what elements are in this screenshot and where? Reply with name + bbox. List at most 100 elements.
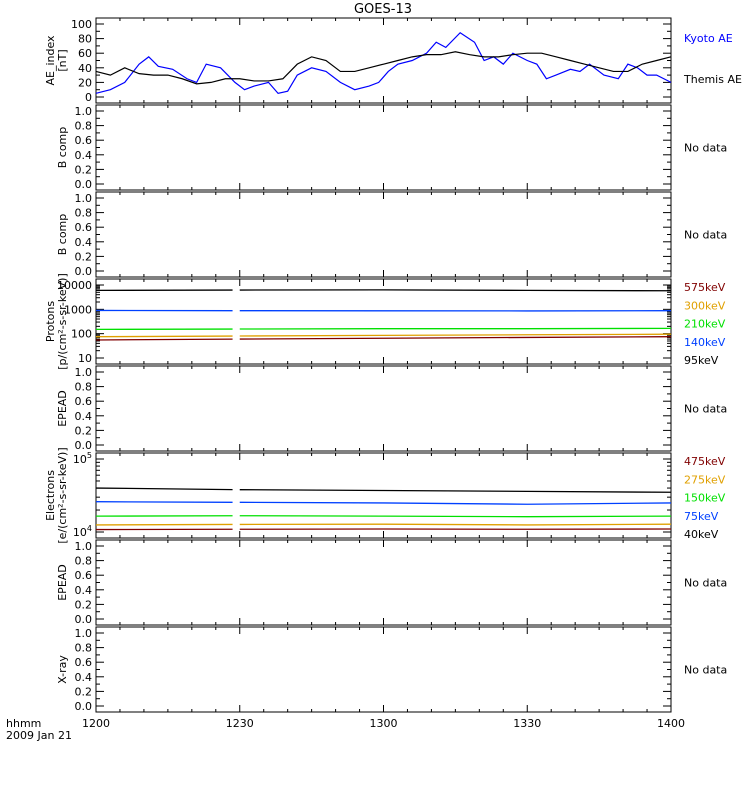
y-axis-label: X-ray (56, 655, 69, 684)
y-tick-label: 0.2 (75, 424, 93, 437)
legend-label: 75keV (684, 510, 719, 523)
y-tick-label: 104 (73, 524, 92, 539)
series-line-210kev (239, 327, 672, 330)
y-tick-label: 0.6 (75, 221, 93, 234)
y-tick-label: 0.4 (75, 149, 93, 162)
y-tick-label: 0.8 (75, 642, 93, 655)
panel-frame (95, 104, 672, 191)
no-data-note: No data (684, 664, 727, 677)
y-tick-label: 80 (78, 33, 92, 46)
panel-6: 104 105 Electrons[e/(cm²-s-sr-keV)] 475keV 2… (44, 447, 726, 543)
series-line-575kev (239, 336, 672, 340)
y-tick-label: 0.2 (75, 598, 93, 611)
legend-label: 140keV (684, 336, 726, 349)
no-data-note: No data (684, 229, 727, 242)
y-tick-label: 1.0 (75, 192, 93, 205)
panel-5: 0.0 0.20.4 0.60.8 1.0 EPEAD No data (56, 365, 727, 452)
y-tick-label: 0.4 (75, 584, 93, 597)
legend-label: 210keV (684, 318, 726, 331)
legend-label: 40keV (684, 528, 719, 541)
panel-2: 0.0 0.20.4 0.60.8 1.0 B comp No data (56, 104, 727, 191)
panel-frame (95, 626, 672, 713)
legend-label: 475keV (684, 455, 726, 468)
y-tick-label: 105 (73, 451, 92, 466)
y-axis-label: B comp (56, 214, 69, 256)
y-tick-label: 0.8 (75, 207, 93, 220)
y-axis-label: B comp (56, 127, 69, 169)
series-line-300kev (239, 333, 672, 337)
y-tick-label: 0 (85, 91, 92, 104)
y-tick-label: 1.0 (75, 627, 93, 640)
legend-label: 95keV (684, 354, 719, 367)
y-tick-label: 100 (71, 328, 92, 341)
panel-8: 0.0 0.20.4 0.60.8 1.0 X-ray No data (56, 626, 727, 713)
date-label: 2009 Jan 21 (6, 729, 72, 742)
y-tick-label: 0.8 (75, 120, 93, 133)
y-tick-label: 20 (78, 76, 92, 89)
y-tick-label: 0.2 (75, 250, 93, 263)
y-tick-label: 0.0 (75, 265, 93, 278)
plot-title: GOES-13 (354, 2, 412, 17)
y-axis-label: EPEAD (56, 564, 69, 601)
y-tick-label: 100 (71, 18, 92, 31)
series-line-40kev (239, 489, 672, 493)
no-data-note: No data (684, 577, 727, 590)
series-line-275kev (239, 523, 672, 526)
y-tick-label: 0.8 (75, 555, 93, 568)
y-tick-label: 1.0 (75, 105, 93, 118)
no-data-note: No data (684, 403, 727, 416)
y-tick-label: 1.0 (75, 366, 93, 379)
y-axis-label: AE_index[nT] (44, 35, 69, 86)
legend-label: Themis AE (683, 73, 742, 86)
time-tick-label: 1230 (226, 717, 254, 730)
y-tick-label: 0.0 (75, 439, 93, 452)
panel-3: 0.0 0.20.4 0.60.8 1.0 B comp No data (56, 191, 727, 278)
y-tick-label: 0.6 (75, 656, 93, 669)
no-data-note: No data (684, 142, 727, 155)
series-line-95kev (239, 289, 672, 292)
time-tick-label: 1300 (370, 717, 398, 730)
legend-label: 575keV (684, 281, 726, 294)
legend-label: 300keV (684, 299, 726, 312)
legend-label: 150keV (684, 492, 726, 505)
y-tick-label: 10 (78, 352, 92, 365)
series-line-150kev (239, 515, 672, 518)
panel-frame (95, 278, 672, 365)
panel-frame (95, 17, 672, 104)
y-tick-label: 0.6 (75, 395, 93, 408)
y-tick-label: 0.0 (75, 178, 93, 191)
y-tick-label: 0.2 (75, 685, 93, 698)
y-axis-label: EPEAD (56, 390, 69, 427)
time-tick-label: 1400 (657, 717, 685, 730)
panel-frame (95, 191, 672, 278)
y-tick-label: 1000 (64, 303, 92, 316)
series-line-themis-ae (95, 51, 672, 85)
legend-label: Kyoto AE (684, 32, 733, 45)
time-axis: hhmm 2009 Jan 21 1200 1230 1300 1330 1400 (6, 717, 685, 742)
panel-frame (95, 539, 672, 626)
series-line-75kev (239, 501, 672, 505)
series-line-75kev (95, 501, 233, 503)
y-tick-label: 0.8 (75, 381, 93, 394)
y-tick-label: 1.0 (75, 540, 93, 553)
series-line-300kev (95, 335, 233, 338)
series-line-40kev (95, 487, 233, 491)
y-tick-label: 60 (78, 47, 92, 60)
y-tick-label: 0.4 (75, 410, 93, 423)
series-line-575kev (95, 338, 233, 341)
legend-label: 275keV (684, 473, 726, 486)
y-tick-label: 40 (78, 62, 92, 75)
series-line-kyoto-ae (95, 31, 672, 95)
y-axis-label: Electrons[e/(cm²-s-sr-keV)] (44, 447, 69, 543)
y-tick-label: 0.0 (75, 613, 93, 626)
y-tick-label: 10000 (57, 279, 92, 292)
y-tick-label: 0.0 (75, 700, 93, 713)
y-axis-label: Protons[p/(cm²-s-sr-keV)] (44, 273, 69, 370)
y-tick-label: 0.4 (75, 236, 93, 249)
y-tick-label: 0.6 (75, 569, 93, 582)
y-tick-label: 0.4 (75, 671, 93, 684)
time-axis-label: hhmm (6, 717, 41, 730)
